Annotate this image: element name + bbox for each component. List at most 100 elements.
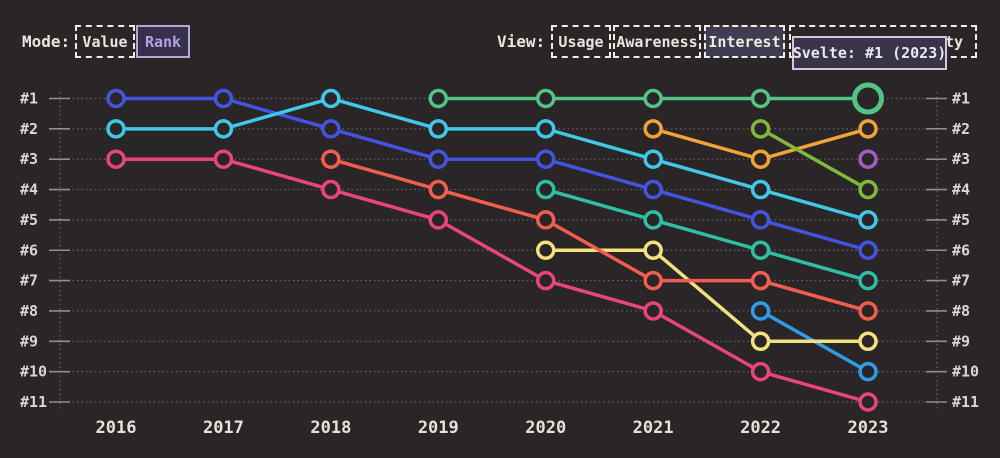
point-teal-2022[interactable]	[750, 240, 771, 260]
series-line-teal	[545, 187, 869, 283]
rank-label-left: #9	[20, 332, 38, 350]
view-label: View:	[497, 32, 546, 51]
point-yellow-2022[interactable]	[750, 331, 771, 352]
point-pink-2023[interactable]	[858, 392, 878, 412]
point-salmon-2022[interactable]	[750, 270, 771, 291]
rank-label-left: #10	[20, 363, 47, 381]
point-svelte-2019[interactable]	[428, 88, 449, 109]
tooltip-text: Svelte: #1 (2023)	[792, 44, 947, 62]
point-purple-2023[interactable]	[858, 149, 878, 169]
point-pink-2017[interactable]	[213, 149, 234, 169]
point-svelte-2021[interactable]	[643, 88, 663, 109]
rank-label-right: #5	[952, 211, 970, 229]
rank-label-left: #7	[20, 272, 38, 290]
view-button-usage[interactable]: Usage	[551, 25, 611, 58]
rank-label-left: #2	[20, 120, 38, 138]
data-points-layer	[106, 82, 885, 412]
point-blue-2022[interactable]	[750, 210, 771, 230]
year-label: 2018	[310, 418, 351, 438]
point-blue-2023[interactable]	[858, 240, 878, 260]
rank-label-right: #11	[952, 393, 979, 411]
rank-label-right: #10	[952, 363, 979, 381]
rank-label-right: #2	[952, 120, 970, 138]
point-salmon-2018[interactable]	[321, 149, 341, 169]
point-cyan-2020[interactable]	[535, 119, 556, 139]
mode-button-value[interactable]: Value	[75, 25, 135, 58]
point-blue-2021[interactable]	[643, 179, 663, 200]
year-label: 2021	[633, 418, 674, 438]
rank-label-right: #8	[952, 302, 970, 320]
point-blue-2020[interactable]	[535, 149, 556, 169]
point-yellow-2020[interactable]	[535, 240, 556, 260]
point-cyan-2017[interactable]	[213, 119, 234, 139]
year-label: 2017	[203, 418, 244, 438]
view-button-awareness[interactable]: Awareness	[613, 25, 701, 58]
rank-label-right: #9	[952, 332, 970, 350]
point-salmon-2021[interactable]	[643, 270, 663, 291]
rank-label-right: #6	[952, 241, 970, 259]
series-line-cyan	[116, 96, 869, 222]
point-olive-2022[interactable]	[750, 119, 771, 139]
mode-button-rank[interactable]: Rank	[136, 25, 190, 58]
point-cyan-2019[interactable]	[428, 119, 449, 139]
year-label: 2022	[740, 418, 781, 438]
rank-label-right: #4	[952, 181, 970, 199]
tooltip: Svelte: #1 (2023)	[792, 36, 947, 70]
rank-label-right: #7	[952, 272, 970, 290]
point-teal-2020[interactable]	[535, 179, 556, 200]
year-label: 2020	[525, 418, 566, 438]
point-orange-2022[interactable]	[750, 149, 771, 169]
point-pink-2016[interactable]	[106, 149, 126, 169]
point-teal-2021[interactable]	[643, 210, 663, 230]
view-button-interest[interactable]: Interest	[704, 25, 785, 58]
point-blue-2016[interactable]	[106, 88, 126, 109]
rank-label-left: #4	[20, 181, 38, 199]
point-yellow-2021[interactable]	[643, 240, 663, 260]
highlighted-point-svelte-2023[interactable]	[852, 82, 885, 115]
series-line-salmon	[330, 157, 869, 313]
rank-label-right: #3	[952, 150, 970, 168]
rank-label-left: #3	[20, 150, 38, 168]
point-cyan-2022[interactable]	[750, 179, 771, 200]
point-salmon-2019[interactable]	[428, 179, 449, 200]
rank-label-left: #5	[20, 211, 38, 229]
point-orange-2023[interactable]	[858, 119, 878, 139]
point-pink-2019[interactable]	[428, 210, 449, 230]
point-cyan-2016[interactable]	[106, 119, 126, 139]
point-salmon-2023[interactable]	[858, 301, 878, 321]
point-svelte-2022[interactable]	[750, 88, 771, 109]
point-pink-2022[interactable]	[750, 361, 771, 382]
mode-label: Mode:	[22, 32, 71, 51]
series-line-blue	[116, 96, 869, 252]
rank-label-left: #1	[20, 90, 38, 108]
grid-layer	[49, 92, 947, 410]
year-label: 2023	[848, 418, 889, 438]
series-line-pink	[116, 157, 869, 404]
point-pink-2021[interactable]	[643, 301, 663, 321]
rank-label-left: #11	[20, 393, 47, 411]
year-label: 2016	[96, 418, 137, 438]
point-cyan-2021[interactable]	[643, 149, 663, 169]
point-pink-2020[interactable]	[535, 270, 556, 291]
point-blue-2019[interactable]	[428, 149, 449, 169]
point-orange-2021[interactable]	[643, 119, 663, 139]
point-teal-2023[interactable]	[858, 270, 878, 291]
series-line-olive	[759, 127, 869, 192]
rank-label-left: #6	[20, 241, 38, 259]
point-blue-2018[interactable]	[321, 119, 341, 139]
point-skyblue-2022[interactable]	[750, 301, 771, 321]
rank-label-left: #8	[20, 302, 38, 320]
point-blue-2017[interactable]	[213, 88, 234, 109]
point-svelte-2020[interactable]	[535, 88, 556, 109]
rank-label-right: #1	[952, 90, 970, 108]
point-pink-2018[interactable]	[321, 179, 341, 200]
point-olive-2023[interactable]	[858, 179, 878, 200]
axis-labels-layer: #1 #1 #2 #2 #3 #3 #4 #4 #5 #5 #6 #6 #7 #7 #8 #8 #9 #9 #10 #…	[20, 90, 979, 439]
point-yellow-2023[interactable]	[858, 331, 878, 352]
point-cyan-2018[interactable]	[321, 88, 341, 109]
point-salmon-2020[interactable]	[535, 210, 556, 230]
year-label: 2019	[418, 418, 459, 438]
point-cyan-2023[interactable]	[858, 210, 878, 230]
point-skyblue-2023[interactable]	[858, 361, 878, 382]
